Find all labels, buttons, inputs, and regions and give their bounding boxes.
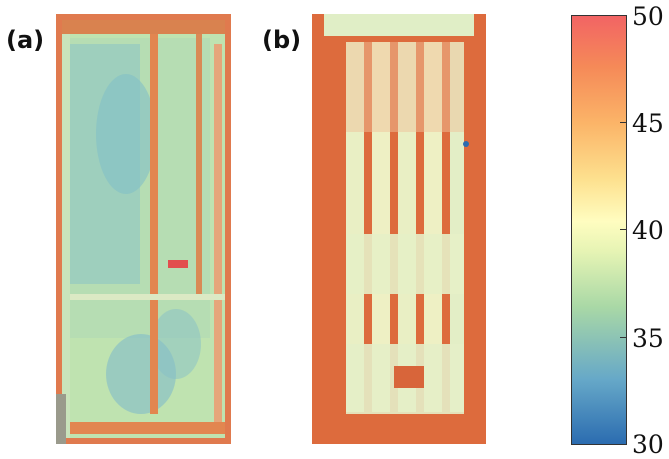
colorbar-tick <box>620 444 627 445</box>
colorbar-tick-label: 30 <box>632 430 664 459</box>
colorbar <box>571 15 627 445</box>
colorbar-tick-label: 50 <box>632 2 664 31</box>
colorbar-tick <box>620 337 627 338</box>
panel-b-label: (b) <box>262 26 302 54</box>
colorbar-tick-label: 35 <box>632 324 664 353</box>
colorbar-tick <box>620 229 627 230</box>
colorbar-tick-label: 45 <box>632 109 664 138</box>
panel-a-label: (a) <box>6 26 45 54</box>
colorbar-tick <box>620 15 627 16</box>
thermal-map-a <box>56 14 231 444</box>
thermal-map-b <box>312 14 486 444</box>
colorbar-tick <box>620 122 627 123</box>
colorbar-tick-label: 40 <box>632 216 664 245</box>
